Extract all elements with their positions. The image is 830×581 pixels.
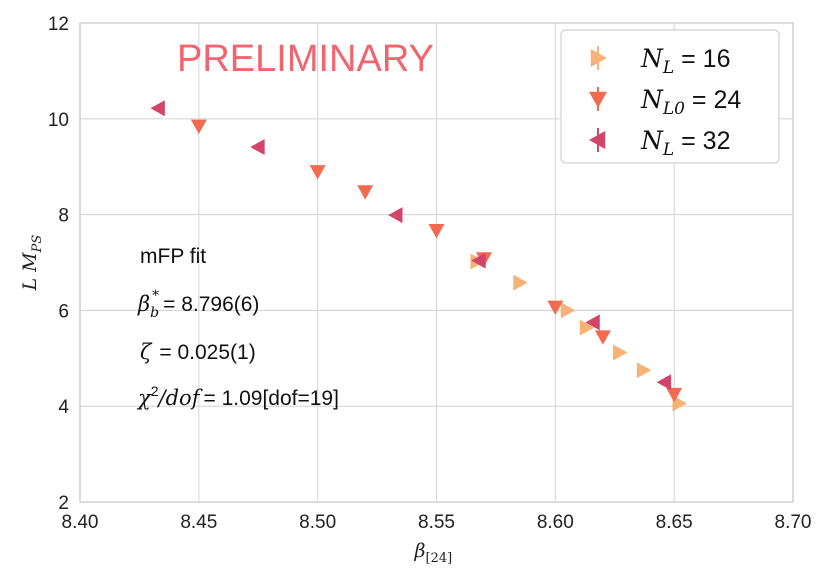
data-point [428,224,445,239]
legend-label: NL = 16 [640,44,730,78]
beta-value: = 8.796(6) [163,293,259,316]
data-point [309,165,326,180]
y-tick-label: 2 [58,493,69,514]
legend-value: 16 [703,45,731,73]
legend-marker [589,131,606,149]
legend-marker [590,49,607,67]
beta-annotation: βb* = 8.796(6) [137,288,259,321]
chi2-value: = 1.09[dof=19] [203,387,338,410]
y-tick-label: 12 [48,14,69,35]
x-tick-label: 8.70 [775,512,812,533]
x-axis-label: β[24] [414,540,453,566]
zeta-annotation: ζ = 0.025(1) [140,340,256,364]
zeta-value: = 0.025(1) [159,341,255,364]
x-tick-label: 8.65 [656,512,693,533]
x-tick-label: 8.55 [418,512,455,533]
plot-frame [79,22,794,503]
data-point [585,314,600,331]
data-point [636,362,652,379]
series-1 [190,119,683,403]
legend-box [560,29,780,164]
data-point [594,330,611,345]
legend: NL = 16 NL0 = 24 NL = 32 [560,29,780,164]
series-2 [150,100,672,391]
y-axis-label: L MPS [19,235,45,292]
y-tick-label: 8 [58,206,69,227]
data-point [250,139,265,156]
data-point [388,207,403,224]
data-point [513,274,528,291]
data-point [547,300,564,316]
fit-annotations: mFP fit βb* = 8.796(6) ζ = 0.025(1) χ2/dof… [136,245,339,410]
legend-label: NL0 = 24 [640,85,741,119]
legend-entry-1: NL0 = 24 [589,85,741,119]
legend-label: NL = 32 [640,126,730,160]
x-tick-label: 8.60 [537,512,574,533]
data-point [656,374,672,391]
chi2-annotation: χ2/dof = 1.09[dof=19] [136,383,339,410]
data-point [357,185,374,200]
y-tick-label: 4 [58,397,69,418]
data-point [672,395,687,412]
legend-entry-0: NL = 16 [590,44,730,78]
data-point [190,119,207,134]
legend-marker [589,91,607,108]
legend-value: 32 [703,127,731,155]
x-tick-label: 8.50 [299,512,336,533]
data-point [150,100,165,117]
data-point [613,344,628,361]
data-point [560,302,576,319]
fit-title: mFP fit [140,245,206,268]
preliminary-watermark: PRELIMINARY [177,38,434,80]
legend-value: 24 [713,86,741,114]
y-tick-label: 6 [58,301,69,322]
data-point [471,252,486,269]
series-0 [470,253,687,412]
data-point [666,387,683,403]
data-point [579,319,595,336]
legend-entry-2: NL = 32 [589,126,730,160]
y-tick-label: 10 [48,110,69,131]
data-points [150,100,687,412]
x-tick-label: 8.45 [180,512,217,533]
x-tick-label: 8.40 [62,512,99,533]
